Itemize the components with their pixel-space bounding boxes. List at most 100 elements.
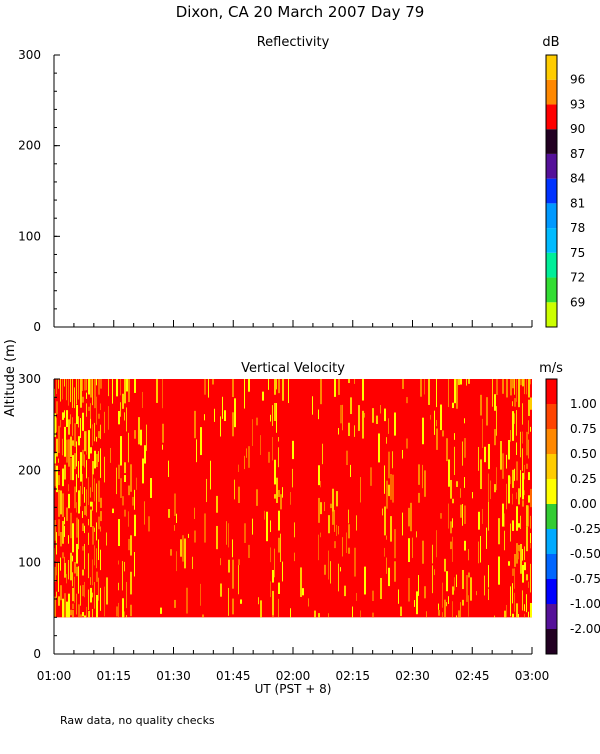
velocity-streak [324,565,326,575]
velocity-streak [512,614,514,618]
velocity-x-tick-label: 03:00 [515,669,550,683]
velocity-streak [244,523,246,543]
velocity-streak [212,379,214,384]
velocity-streak [526,379,527,394]
velocity-streak [512,401,513,406]
velocity-x-tick-label: 02:45 [455,669,490,683]
velocity-streak [524,614,525,618]
velocity-streak [294,553,295,561]
velocity-streak [82,413,84,431]
velocity-streak [116,468,117,494]
velocity-streak [194,508,195,519]
velocity-streak [62,521,64,544]
reflectivity-colorbar-label: 81 [570,196,585,210]
velocity-streak [388,418,389,434]
velocity-streak [518,614,519,617]
velocity-streak [472,492,473,498]
velocity-streak [76,379,77,405]
velocity-streak [272,591,274,616]
velocity-streak [62,412,64,420]
velocity-streak [394,413,396,436]
velocity-streak [320,481,321,487]
velocity-streak [510,586,511,616]
velocity-streak [94,379,96,408]
velocity-streak [514,568,515,588]
reflectivity-colorbar-label: 78 [570,221,585,235]
velocity-streak [438,604,439,610]
velocity-streak [350,397,352,414]
velocity-streak [76,502,77,512]
velocity-streak [364,567,366,595]
velocity-streak [466,575,468,602]
velocity-streak [82,570,84,576]
velocity-streak [496,406,497,436]
velocity-streak [58,426,60,453]
velocity-streak [464,477,465,488]
velocity-streak [214,409,215,422]
velocity-streak [60,558,61,571]
velocity-streak [466,379,467,386]
velocity-streak [140,430,142,446]
velocity-streak [62,599,64,618]
velocity-streak [300,567,302,597]
velocity-streak [384,548,385,557]
velocity-streak [408,578,410,601]
velocity-streak [410,503,412,531]
velocity-streak [62,469,64,487]
velocity-streak [56,401,58,414]
velocity-streak [356,515,357,530]
velocity-streak [424,586,426,598]
velocity-streak [528,495,530,502]
velocity-streak [130,605,132,616]
velocity-streak [238,465,239,472]
velocity-streak [522,473,524,499]
velocity-streak [520,516,521,529]
velocity-streak [232,539,233,557]
velocity-streak [234,398,236,427]
velocity-streak [70,437,72,457]
velocity-heatmap [54,379,532,617]
velocity-streak [506,484,507,509]
velocity-streak [94,423,95,441]
velocity-streak [68,439,70,466]
velocity-streak [524,379,525,394]
velocity-streak [270,415,271,422]
velocity-streak [270,520,271,532]
velocity-streak [56,418,57,433]
velocity-streak [512,494,513,505]
velocity-streak [418,575,419,596]
velocity-streak [92,502,93,511]
velocity-streak [486,397,488,425]
velocity-streak [92,424,93,445]
velocity-streak [494,429,496,445]
velocity-streak [318,465,320,485]
velocity-streak [68,484,69,491]
velocity-streak [524,546,525,560]
velocity-streak [118,465,120,479]
velocity-streak [82,397,84,403]
velocity-streak [64,563,66,578]
velocity-streak [516,543,518,563]
reflectivity-title: Reflectivity [257,35,330,50]
velocity-streak [56,379,57,394]
velocity-streak [92,593,93,598]
velocity-streak [522,432,523,444]
velocity-streak [448,504,449,529]
velocity-streak [74,453,76,469]
velocity-streak [82,379,83,391]
velocity-streak [170,549,172,555]
velocity-streak [96,548,97,568]
velocity-streak [394,561,396,581]
velocity-streak [204,379,206,395]
velocity-streak [456,379,458,409]
velocity-streak [512,583,513,603]
velocity-y-tick-label: 300 [18,372,41,386]
reflectivity-colorbar-swatch [546,104,557,129]
velocity-streak [444,559,446,572]
velocity-streak [104,457,105,483]
velocity-streak [260,435,261,455]
velocity-colorbar-swatch [546,579,557,604]
velocity-streak [116,606,118,616]
velocity-streak [68,560,69,579]
velocity-streak [122,598,124,617]
